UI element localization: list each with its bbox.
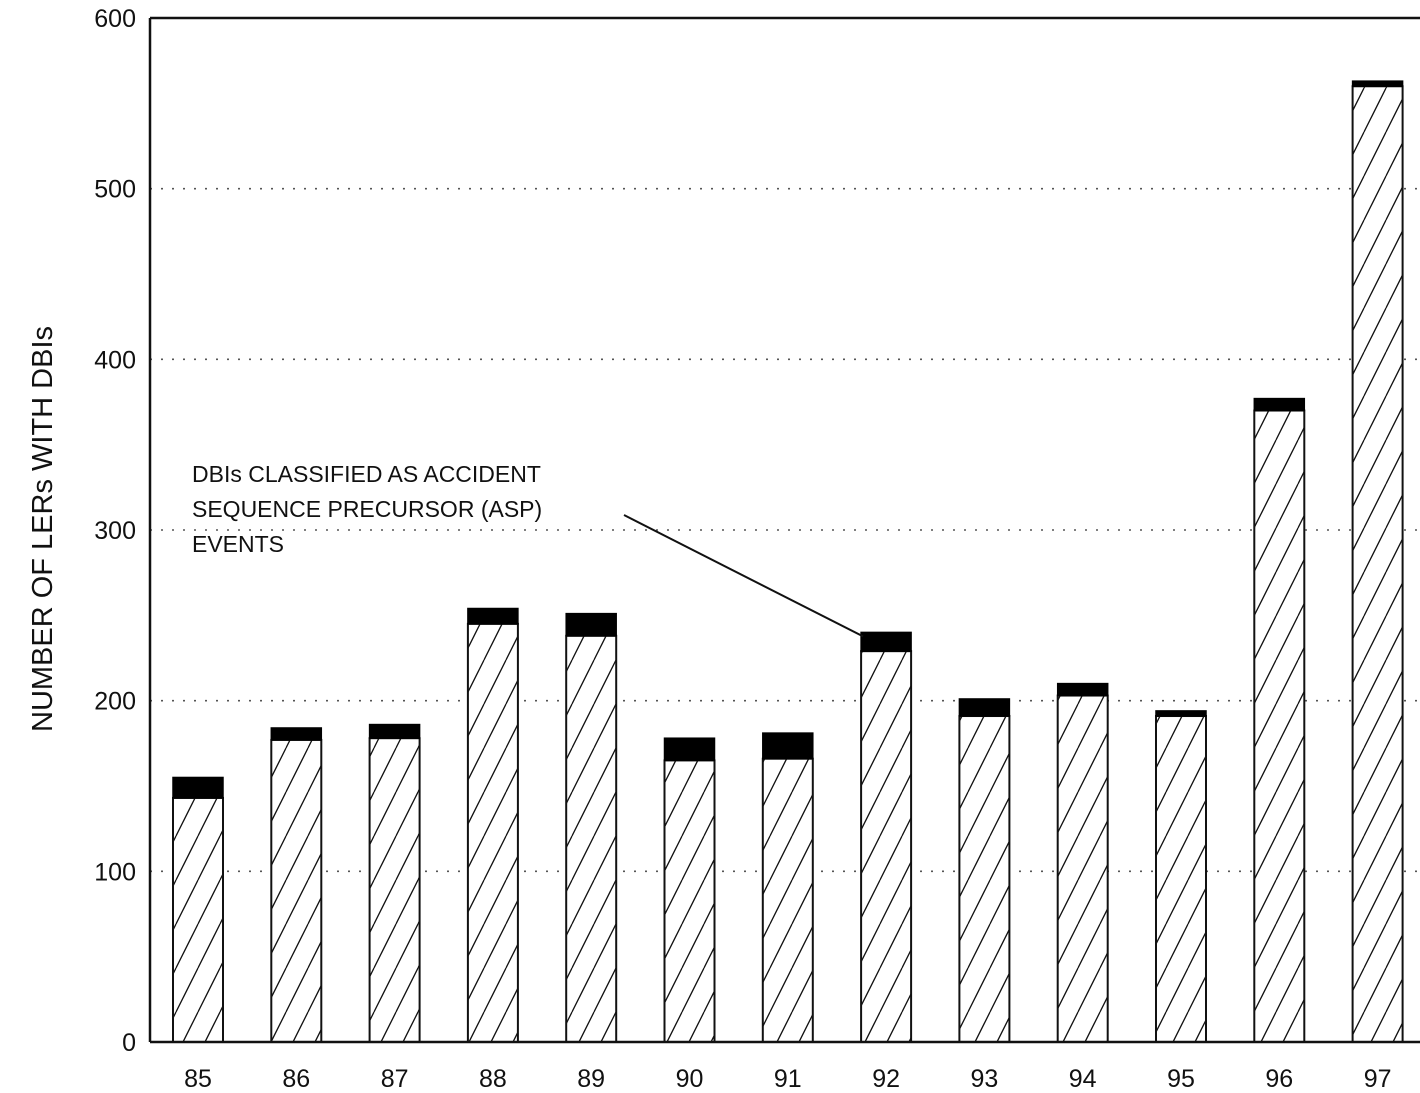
- x-tick-label-96: 96: [1265, 1065, 1293, 1093]
- x-tick-label-87: 87: [381, 1065, 409, 1093]
- bar-solid-97: [1351, 80, 1404, 88]
- x-tick-label-85: 85: [184, 1065, 212, 1093]
- bar-hatched-91: [761, 757, 814, 1044]
- bar-hatched-94: [1056, 694, 1109, 1044]
- asp-annotation: DBIs CLASSIFIED AS ACCIDENT SEQUENCE PRE…: [192, 461, 864, 638]
- y-axis-title: NUMBER OF LERs WITH DBIs: [27, 326, 59, 732]
- bar-hatched-96: [1253, 409, 1306, 1043]
- axes: [148, 16, 1420, 1044]
- annotation-line-2: SEQUENCE PRECURSOR (ASP): [192, 496, 542, 522]
- bar-solid-88: [467, 607, 519, 625]
- bar-hatched-85: [172, 796, 224, 1043]
- x-tick-label-92: 92: [872, 1065, 900, 1093]
- x-tick-label-89: 89: [577, 1065, 605, 1093]
- y-tick-label-400: 400: [94, 346, 136, 374]
- bar-solid-85: [172, 776, 224, 799]
- bar-solid-86: [270, 727, 323, 741]
- bar-solid-93: [958, 698, 1011, 717]
- annotation-leader-line: [623, 514, 864, 638]
- x-tick-label-93: 93: [970, 1065, 998, 1093]
- x-tick-label-95: 95: [1167, 1065, 1195, 1093]
- bar-hatched-97: [1351, 85, 1404, 1044]
- x-tick-label-97: 97: [1364, 1065, 1392, 1093]
- bar-hatched-86: [270, 738, 323, 1043]
- y-tick-label-200: 200: [94, 688, 136, 716]
- bars: [172, 80, 1404, 1044]
- bar-solid-89: [565, 612, 617, 637]
- bar-hatched-89: [565, 634, 618, 1044]
- bar-hatched-90: [663, 759, 716, 1044]
- bar-solid-95: [1155, 710, 1207, 717]
- y-tick-label-500: 500: [94, 176, 136, 204]
- y-tick-label-100: 100: [94, 858, 136, 886]
- bar-hatched-87: [368, 737, 421, 1043]
- bar-solid-87: [368, 723, 421, 739]
- y-tick-labels: 0 100 200 300 400 500 600: [94, 5, 136, 1057]
- bar-solid-90: [663, 737, 716, 762]
- x-tick-label-88: 88: [479, 1065, 507, 1093]
- bar-solid-94: [1056, 682, 1109, 697]
- y-tick-label-300: 300: [94, 517, 136, 545]
- bar-hatched-88: [466, 622, 519, 1043]
- y-tick-label-0: 0: [122, 1029, 136, 1057]
- x-tick-label-90: 90: [676, 1065, 704, 1093]
- annotation-line-3: EVENTS: [192, 531, 284, 557]
- bar-solid-91: [762, 732, 814, 760]
- x-tick-label-91: 91: [774, 1065, 802, 1093]
- bar-hatched-92: [860, 650, 913, 1043]
- x-tick-labels: 85 86 87 88 89 90 91 92 93 94 95 96 97: [184, 1065, 1391, 1093]
- annotation-line-1: DBIs CLASSIFIED AS ACCIDENT: [192, 461, 541, 487]
- bar-hatched-95: [1155, 715, 1207, 1043]
- bar-solid-96: [1253, 397, 1306, 412]
- bar-solid-92: [860, 631, 912, 652]
- bar-hatched-93: [958, 715, 1011, 1043]
- y-tick-label-600: 600: [94, 5, 136, 33]
- x-tick-label-94: 94: [1069, 1065, 1097, 1093]
- x-tick-label-86: 86: [282, 1065, 310, 1093]
